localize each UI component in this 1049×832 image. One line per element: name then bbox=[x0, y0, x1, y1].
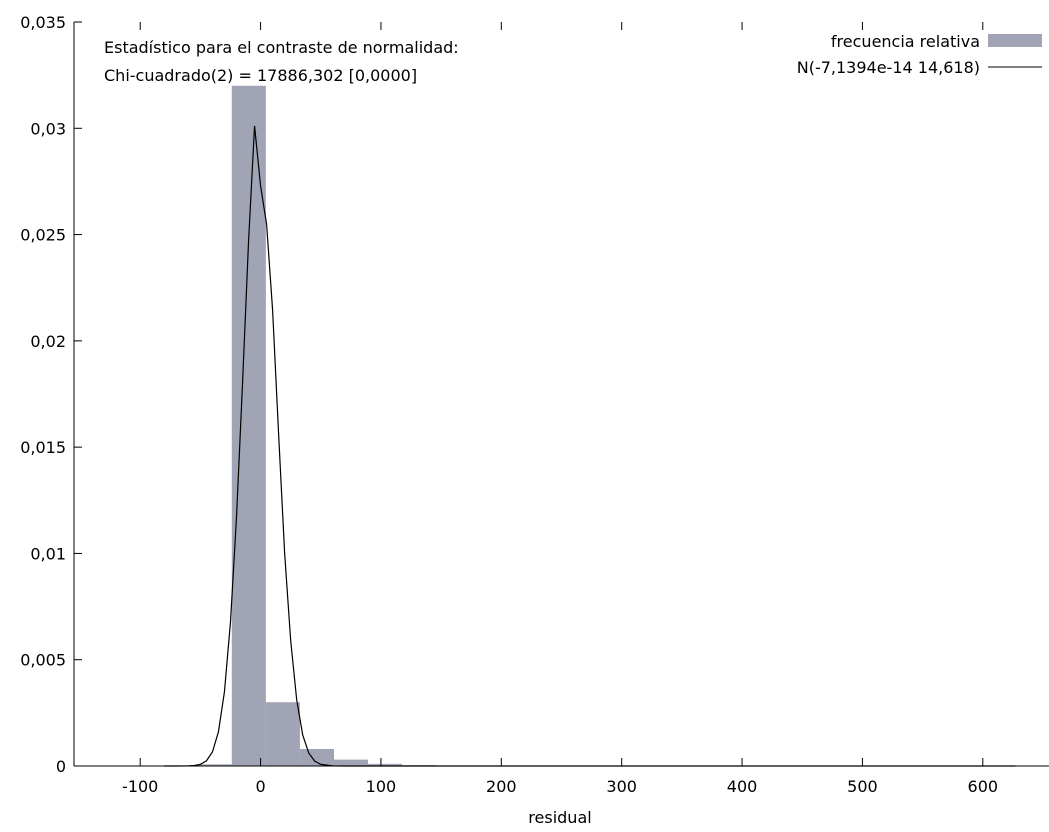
x-tick-label-2: 100 bbox=[366, 777, 397, 796]
histogram-bars bbox=[163, 85, 1016, 767]
y-tick-label-7: 0,035 bbox=[20, 13, 66, 32]
x-tick-label-0: -100 bbox=[122, 777, 158, 796]
legend: frecuencia relativa N(-7,1394e-14 14,618… bbox=[797, 32, 1042, 77]
y-tick-label-1: 0,005 bbox=[20, 651, 66, 670]
x-tick-label-3: 200 bbox=[486, 777, 517, 796]
histogram-bar-3 bbox=[265, 702, 300, 766]
normal-curve-layer bbox=[164, 125, 1016, 767]
normal-curve-line bbox=[164, 125, 1016, 767]
x-tick-label-5: 400 bbox=[727, 777, 758, 796]
histogram-bar-5 bbox=[334, 759, 369, 766]
y-tick-label-5: 0,025 bbox=[20, 226, 66, 245]
y-tick-label-3: 0,015 bbox=[20, 438, 66, 457]
x-tick-label-7: 600 bbox=[968, 777, 999, 796]
legend-label-histogram: frecuencia relativa bbox=[831, 32, 980, 51]
ticks: -100 0 100 200 300 400 500 600 0 0,005 0,01 0,015 0,… bbox=[20, 13, 998, 796]
annotation-line-1: Estadístico para el contraste de normali… bbox=[104, 38, 459, 57]
histogram-bar-4 bbox=[299, 748, 334, 766]
annotation-line-2: Chi-cuadrado(2) = 17886,302 [0,0000] bbox=[104, 66, 417, 85]
histogram-bar-2 bbox=[231, 85, 266, 767]
y-tick-label-4: 0,02 bbox=[30, 332, 66, 351]
legend-swatch-histogram bbox=[988, 34, 1042, 47]
histogram-bar-6 bbox=[368, 763, 403, 766]
y-tick-label-0: 0 bbox=[56, 757, 66, 776]
y-tick-label-6: 0,03 bbox=[30, 119, 66, 138]
y-tick-label-2: 0,01 bbox=[30, 544, 66, 563]
x-axis-title: residual bbox=[528, 808, 591, 827]
x-tick-label-6: 500 bbox=[847, 777, 878, 796]
x-tick-label-1: 0 bbox=[255, 777, 265, 796]
legend-label-normal: N(-7,1394e-14 14,618) bbox=[797, 58, 980, 77]
x-tick-label-4: 300 bbox=[606, 777, 637, 796]
axes bbox=[73, 22, 1049, 767]
histogram-bar-1 bbox=[197, 764, 232, 766]
